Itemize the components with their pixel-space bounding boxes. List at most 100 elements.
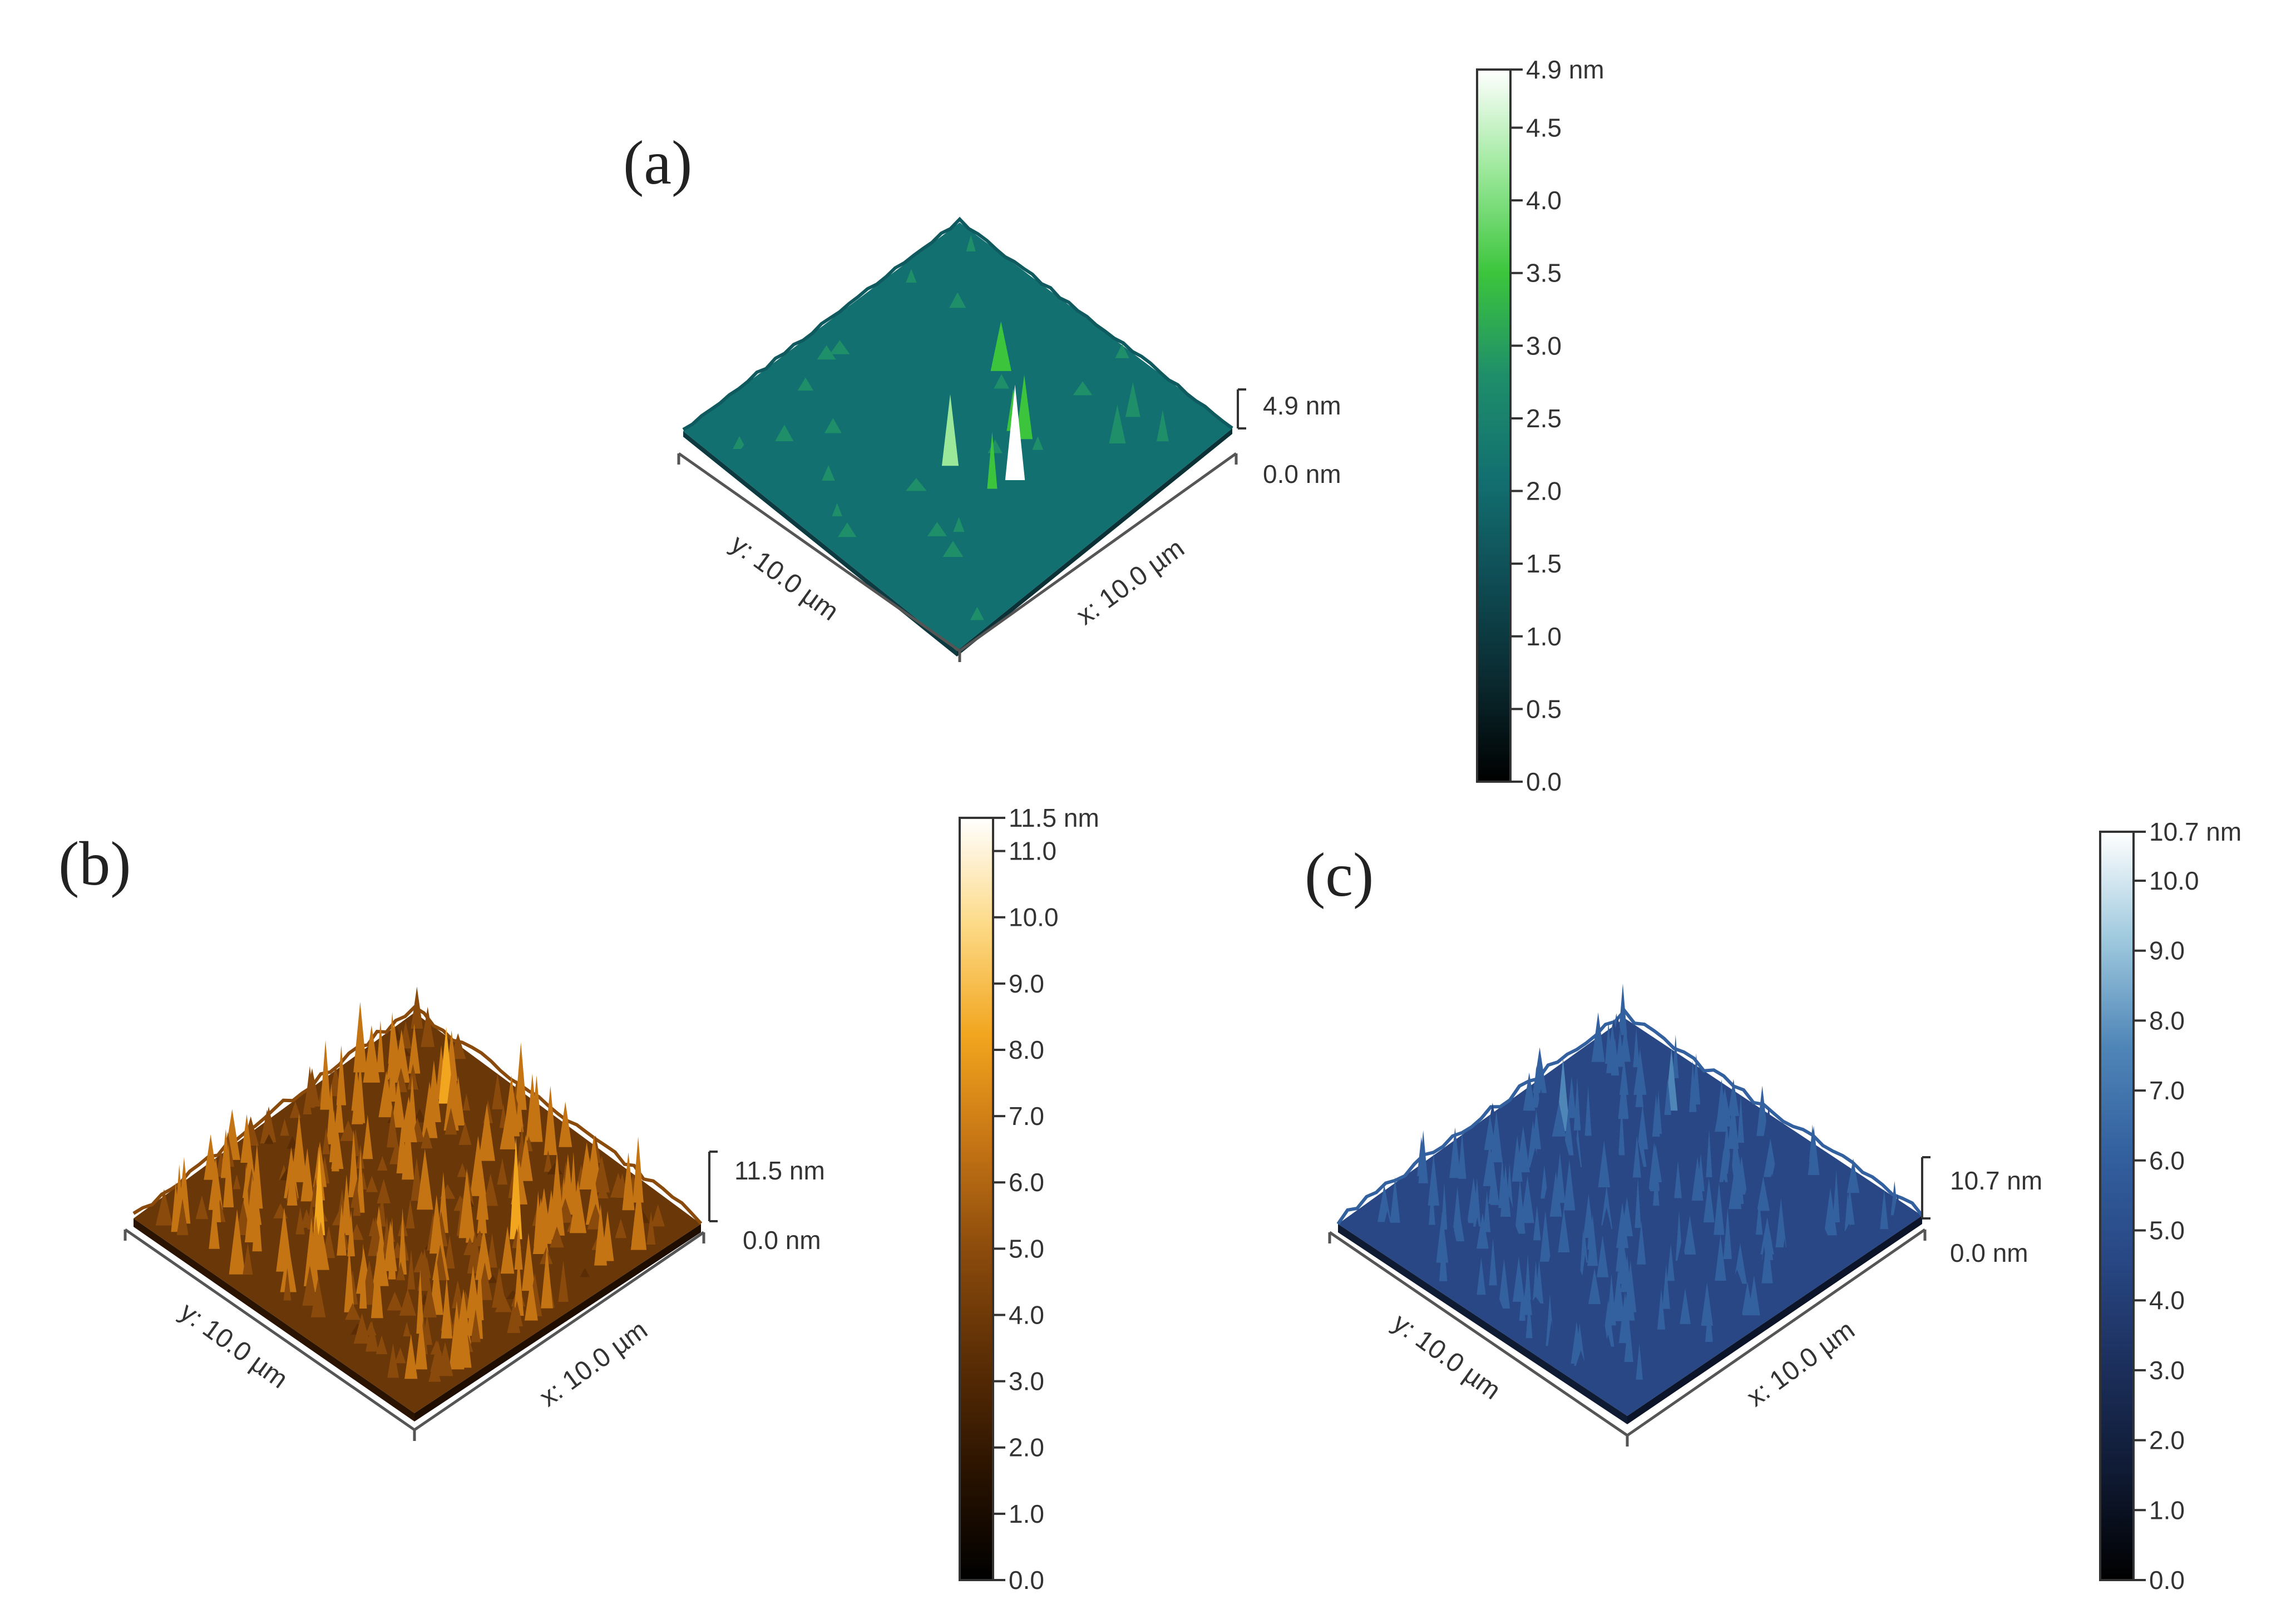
- surface-b-spike: [407, 1063, 419, 1090]
- surface-c-spike: [1735, 1305, 1744, 1317]
- surface-b-spike: [500, 1226, 515, 1274]
- surface-c-spike: [1779, 1183, 1791, 1216]
- z-min-label-a: 0.0 nm: [1263, 460, 1341, 488]
- surface-c-spike: [1715, 1234, 1726, 1281]
- surface-b-spike: [402, 1110, 414, 1180]
- z-scale-b: [708, 1151, 718, 1222]
- surface-c-spike: [1637, 1221, 1646, 1265]
- surface-b-spike: [646, 1211, 656, 1245]
- surface-b-spike: [514, 1223, 523, 1270]
- surface-b-spike: [547, 1163, 563, 1174]
- surface-c-spike: [1691, 1256, 1704, 1283]
- surface-c-side-left: [1338, 1224, 1627, 1424]
- surface-b-spike: [204, 1134, 218, 1180]
- surface-a-spike: [1066, 511, 1088, 521]
- surface-a-spike: [941, 394, 959, 466]
- surface-b-spike: [377, 1178, 391, 1204]
- surface-c-spike: [1559, 1138, 1571, 1160]
- surface-c-spike: [1611, 1170, 1621, 1188]
- surface-b-spike: [332, 1120, 339, 1172]
- surface-c-spike: [1467, 1258, 1478, 1277]
- surface-c-spike: [1755, 1200, 1763, 1235]
- colorbar-b-tick-label: 1.0: [1009, 1499, 1044, 1528]
- surface-b-spike: [421, 1006, 435, 1047]
- surface-a-rough-edge: [682, 216, 1233, 431]
- surface-a-spike: [1019, 284, 1029, 297]
- surface-c-spike: [1529, 1296, 1542, 1306]
- surface-b-spike: [313, 1149, 325, 1236]
- surface-b-spike: [378, 1071, 394, 1118]
- surface-c-spike: [1507, 1237, 1517, 1247]
- surface-b-spike: [350, 1223, 364, 1240]
- surface-b-spike: [387, 1291, 403, 1311]
- surface-b-spike: [396, 1261, 406, 1281]
- surface-c-spike: [1635, 1070, 1644, 1107]
- surface-c-spike: [1532, 1065, 1540, 1108]
- surface-b-spike: [353, 1313, 371, 1344]
- surface-c-spike: [1715, 1095, 1728, 1132]
- surface-a-spike: [1114, 482, 1132, 496]
- surface-b-side-right: [414, 1224, 701, 1421]
- surface-b-spike: [229, 1209, 245, 1275]
- surface-c-spike: [1563, 1320, 1572, 1330]
- surface-c-spike: [1489, 1238, 1497, 1286]
- surface-c-spike: [1644, 1330, 1652, 1344]
- surface-a-spike: [882, 323, 903, 334]
- surface-c-spike: [1683, 1215, 1696, 1255]
- surface-a-spike: [832, 503, 842, 516]
- surface-a-spike: [761, 380, 781, 388]
- surface-c-spike: [1781, 1132, 1791, 1158]
- surface-b-spike: [252, 1189, 262, 1252]
- surface-a-spike: [817, 345, 836, 360]
- surface-c-spike: [1490, 1217, 1504, 1227]
- surface-a-spike: [942, 274, 954, 283]
- surface-b-spike: [295, 1207, 305, 1235]
- surface-c-spike: [1420, 1239, 1428, 1258]
- surface-c-spike: [1616, 1202, 1629, 1248]
- colorbar-a-tick-label: 3.0: [1526, 331, 1562, 360]
- surface-b-spike: [559, 1102, 572, 1147]
- surface-a-spike: [1038, 428, 1050, 439]
- surface-b-spike: [394, 1347, 406, 1364]
- surface-c-spike: [1824, 1187, 1837, 1236]
- surface-a-spike: [1035, 505, 1056, 518]
- surface-c-spike: [1539, 1110, 1550, 1122]
- surface-c-spike: [1743, 1132, 1753, 1143]
- surface-a-spike: [990, 321, 1011, 371]
- surface-c-spike: [1582, 1047, 1589, 1074]
- surface-b-spike: [376, 1335, 388, 1354]
- surface-c-spike: [1577, 1169, 1589, 1198]
- surface-c-spike: [1727, 1079, 1740, 1116]
- surface-c-spike: [1653, 1164, 1660, 1206]
- surface-a-spike: [1016, 374, 1033, 440]
- surface-c-spike: [1664, 1078, 1672, 1115]
- surface-a-spike: [775, 424, 794, 441]
- surface-a-spike: [994, 374, 1010, 389]
- surface-c-spike: [1745, 1235, 1752, 1257]
- surface-b-spike: [387, 1343, 399, 1378]
- surface-b-spike: [209, 1200, 220, 1249]
- surface-b-spike: [449, 1301, 465, 1370]
- surface-c-spike: [1744, 1188, 1750, 1200]
- surface-b-spike: [497, 1158, 508, 1185]
- surface-a-spike: [956, 486, 967, 497]
- z-min-label-c: 0.0 nm: [1950, 1238, 2028, 1267]
- colorbar-c-top-label: 10.7 nm: [2149, 817, 2241, 846]
- surface-c-spike: [1567, 1075, 1577, 1118]
- surface-c-spike: [1657, 1288, 1666, 1330]
- surface-c-spike: [1582, 1254, 1589, 1281]
- colorbar-a: 4.9 nm 4.5 4.0 3.5 3.0 2.5 2.0 1.5 1.0 0.5 0.0: [1476, 55, 1604, 796]
- surface-c-spike: [1633, 1049, 1647, 1095]
- surface-a-side-right: [957, 428, 1232, 656]
- surface-a-spike: [1157, 410, 1169, 442]
- surface-c-spike: [1597, 1235, 1609, 1277]
- surface-b-peaks: [155, 986, 665, 1382]
- surface-c-spike: [1798, 1232, 1810, 1260]
- surface-b-spike: [462, 1093, 471, 1111]
- surface-b-spike: [341, 1174, 352, 1236]
- surface-c-spike: [1865, 1205, 1874, 1232]
- surface-b-spike: [515, 1042, 527, 1110]
- surface-c-spike: [1574, 1323, 1586, 1366]
- surface-c-spike: [1635, 1177, 1641, 1228]
